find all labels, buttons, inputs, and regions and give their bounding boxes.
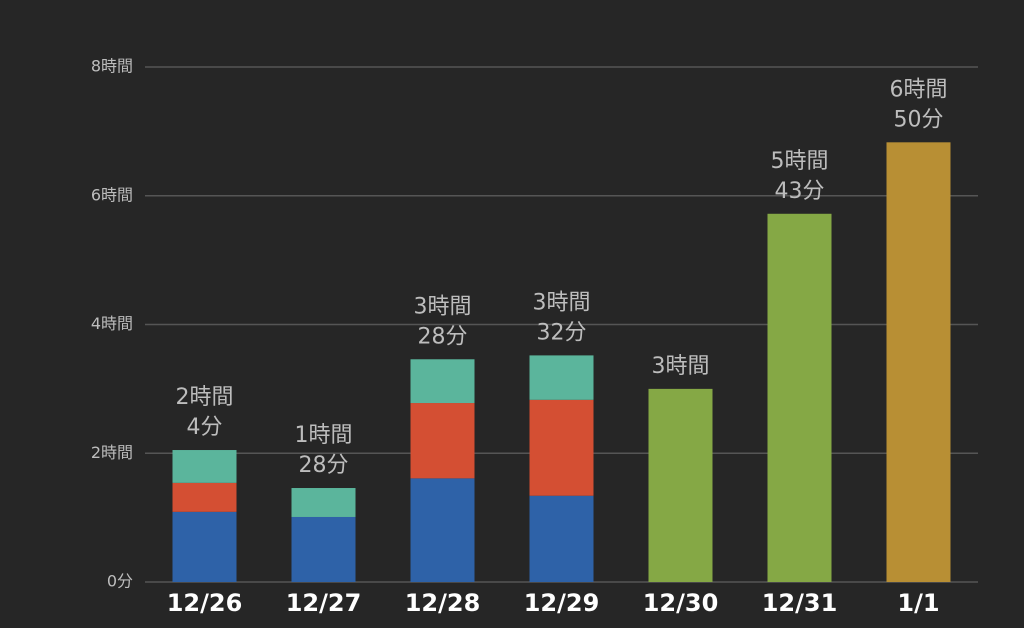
stack-label: 4分 xyxy=(187,415,223,440)
bar-segment xyxy=(648,388,713,582)
stack-label: 2時間 xyxy=(176,385,234,410)
stack-label: 32分 xyxy=(537,320,587,345)
x-tick-label: 12/27 xyxy=(286,589,362,617)
x-tick-label: 12/31 xyxy=(762,589,838,617)
bar-segment xyxy=(529,399,594,496)
stack-label: 50分 xyxy=(894,107,944,132)
bar-segment xyxy=(886,142,951,582)
bar-segment xyxy=(291,488,356,517)
x-tick-label: 12/28 xyxy=(405,589,481,617)
stack-label: 28分 xyxy=(299,453,349,478)
stack-label: 28分 xyxy=(418,324,468,349)
x-tick-label: 12/30 xyxy=(643,589,719,617)
stack-label: 6時間 xyxy=(890,77,948,102)
x-tick-label: 12/26 xyxy=(167,589,243,617)
bar-segment xyxy=(172,450,237,483)
bar-segment xyxy=(529,355,594,400)
bar-segment xyxy=(410,478,475,582)
y-tick-label: 2時間 xyxy=(91,443,133,462)
stack-label: 3時間 xyxy=(414,294,472,319)
y-tick-label: 6時間 xyxy=(91,185,133,204)
y-tick-label: 8時間 xyxy=(91,57,133,76)
y-tick-label: 4時間 xyxy=(91,314,133,333)
x-tick-label: 1/1 xyxy=(897,589,939,617)
bar-segment xyxy=(529,495,594,582)
stack-label: 5時間 xyxy=(771,149,829,174)
x-tick-label: 12/29 xyxy=(524,589,600,617)
bar-segment xyxy=(767,213,832,582)
stack-label: 1時間 xyxy=(295,423,353,448)
bar-segment xyxy=(410,403,475,479)
stack-label: 43分 xyxy=(775,179,825,204)
bar-segment xyxy=(410,359,475,404)
bar-segment xyxy=(291,516,356,582)
bar-segment xyxy=(172,482,237,512)
stack-label: 3時間 xyxy=(652,354,710,379)
bar-segment xyxy=(172,511,237,582)
y-tick-label: 0分 xyxy=(107,572,133,591)
stack-label: 3時間 xyxy=(533,290,591,315)
